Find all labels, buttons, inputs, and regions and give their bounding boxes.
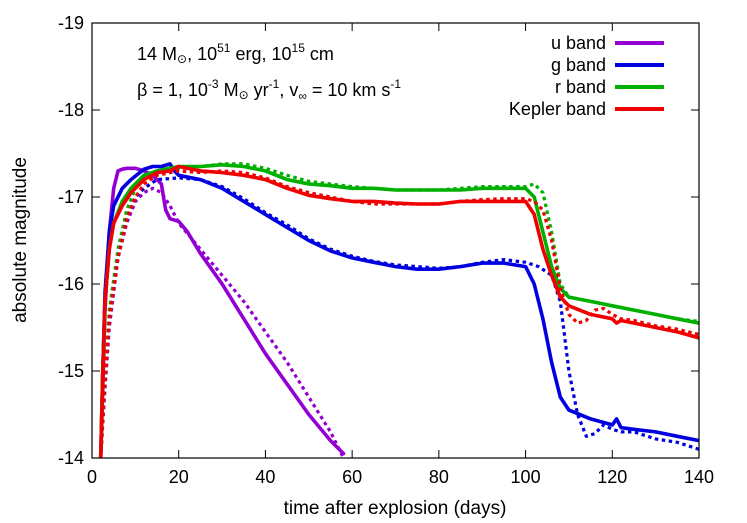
x-tick-label: 140 <box>684 467 714 487</box>
y-tick-label: -19 <box>58 13 84 33</box>
y-tick-label: -15 <box>58 361 84 381</box>
parameter-annotation: 14 M⊙, 1051 erg, 1015 cm β = 1, 10-3 M⊙ … <box>137 41 401 103</box>
x-tick-label: 20 <box>169 467 189 487</box>
legend-label-u-band: u band <box>551 33 606 53</box>
x-axis-label: time after explosion (days) <box>284 498 507 519</box>
u-band-solid-line <box>98 166 346 458</box>
annotation-line-1: 14 M⊙, 1051 erg, 1015 cm <box>137 41 334 66</box>
g-band-dotted-line <box>99 176 699 458</box>
kepler-band-solid-line <box>98 164 699 458</box>
legend-label-g-band: g band <box>551 55 606 75</box>
kepler-band-dotted-line <box>99 169 699 458</box>
axis-tick-labels: 0 20 40 60 80 100 120 140 -14 -15 -16 -17 -18 -19 <box>58 13 714 487</box>
annotation-line-2: β = 1, 10-3 M⊙ yr-1, v∞ = 10 km s-1 <box>137 77 401 103</box>
x-tick-label: 80 <box>429 467 449 487</box>
u-band-dotted-line <box>99 186 345 458</box>
x-tick-label: 120 <box>597 467 627 487</box>
y-axis-label: absolute magnitude <box>10 157 31 323</box>
y-tick-label: -18 <box>58 100 84 120</box>
y-tick-label: -17 <box>58 187 84 207</box>
x-tick-label: 100 <box>511 467 541 487</box>
y-tick-label: -14 <box>58 448 84 468</box>
axis-ticks <box>91 22 700 459</box>
y-tick-label: -16 <box>58 274 84 294</box>
legend-label-kepler-band: Kepler band <box>509 99 606 119</box>
legend-label-r-band: r band <box>555 77 606 97</box>
x-tick-label: 60 <box>342 467 362 487</box>
series-layer <box>98 162 699 458</box>
plot-frame <box>91 22 700 459</box>
x-tick-label: 40 <box>255 467 275 487</box>
r-band-solid-line <box>98 163 699 458</box>
x-tick-label: 0 <box>87 467 97 487</box>
g-band-solid-line <box>98 162 699 458</box>
